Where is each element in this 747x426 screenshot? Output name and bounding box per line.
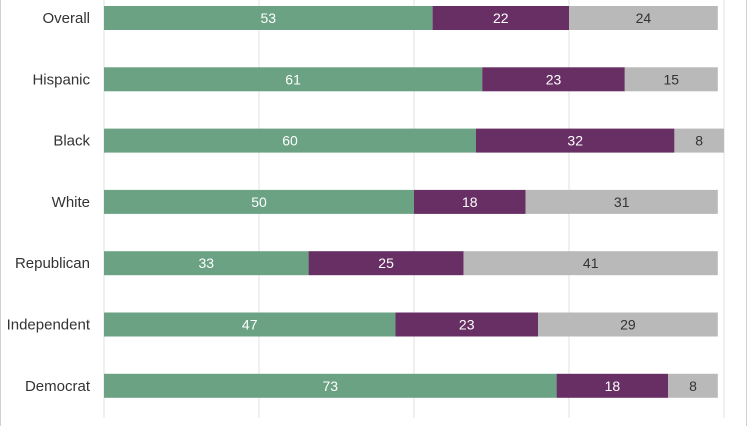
bar-segment [104,373,557,398]
category-label: Independent [7,317,91,334]
bars [104,6,724,398]
bar-segment [674,128,724,153]
value-label: 22 [493,10,509,26]
value-label: 23 [546,71,562,87]
bar-segment [624,67,718,92]
bar-segment [538,312,718,337]
value-label: 8 [689,378,697,394]
bar-segment [104,251,309,276]
value-label: 31 [614,194,630,210]
value-label: 41 [583,255,599,271]
bar-segment [476,128,675,153]
category-label: Hispanic [32,71,90,88]
value-label: 53 [261,10,277,26]
bar-segment [308,251,464,276]
bar-segment [104,6,433,30]
bar-segment [463,251,718,276]
bar-segment [525,189,718,214]
bar-segment [668,373,718,398]
category-label: White [52,194,90,211]
bar-segment [556,373,669,398]
category-label: Democrat [25,378,91,395]
bar-segment [104,189,414,214]
category-labels: Overall Hispanic Black White Republican Indep… [7,10,91,395]
value-label: 60 [282,133,298,149]
value-label: 29 [620,317,636,333]
category-label: Black [53,133,90,150]
value-label: 8 [695,133,703,149]
bar-segment [104,312,396,337]
bar-segment [432,6,569,30]
value-label: 23 [459,317,475,333]
category-label: Overall [42,10,90,27]
bar-segment [395,312,538,337]
value-label: 33 [199,255,215,271]
value-label: 15 [664,71,680,87]
value-label: 32 [567,133,583,149]
value-label: 50 [251,194,267,210]
bar-segment [482,67,625,92]
value-label: 18 [462,194,478,210]
bar-segment [414,189,526,214]
bar-segment [104,67,483,92]
value-label: 61 [285,71,301,87]
bar-segment [569,6,718,30]
value-label: 47 [242,317,258,333]
value-label: 25 [378,255,394,271]
value-label: 73 [323,378,339,394]
category-label: Republican [15,255,90,272]
value-label: 24 [636,10,652,26]
value-label: 18 [605,378,621,394]
bar-segment [104,128,476,153]
value-labels: 53 22 24 61 23 15 60 32 8 50 18 31 33 25 41 47 23 29 73 18 8 [199,10,704,394]
